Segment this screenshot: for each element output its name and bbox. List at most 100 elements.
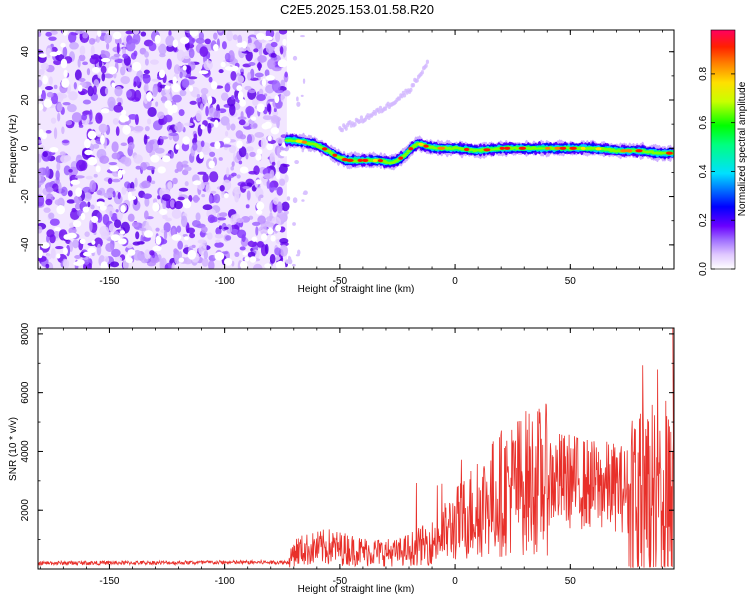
- noise-speckle: [223, 226, 229, 230]
- noise-speckle: [100, 50, 111, 59]
- noise-speckle: [89, 109, 93, 122]
- noise-gap: [200, 124, 206, 130]
- noise-gap: [184, 236, 189, 241]
- noise-gap: [267, 135, 272, 142]
- noise-gap: [75, 187, 83, 197]
- noise-speckle: [147, 106, 157, 117]
- noise-speckle: [215, 239, 221, 243]
- noise-gap: [70, 179, 81, 185]
- noise-speckle: [89, 180, 97, 193]
- noise-gap: [100, 135, 105, 145]
- noise-speckle: [279, 178, 286, 186]
- ridge-hotspot: [301, 140, 308, 144]
- noise-speckle: [122, 53, 129, 59]
- noise-speckle: [189, 232, 196, 239]
- arc-speckle: [420, 70, 424, 75]
- noise-speckle: [71, 207, 77, 213]
- noise-speckle: [68, 31, 77, 44]
- arc-speckle: [377, 109, 381, 114]
- ridge-hotspot: [377, 159, 384, 163]
- noise-speckle-sparse: [291, 263, 296, 267]
- noise-speckle: [269, 187, 279, 191]
- noise-speckle: [201, 226, 208, 233]
- noise-speckle: [207, 232, 213, 240]
- ridge-hotspot: [346, 158, 354, 162]
- noise-gap: [84, 149, 93, 156]
- noise-gap: [154, 34, 161, 44]
- noise-speckle: [74, 69, 82, 81]
- noise-speckle: [252, 123, 258, 129]
- noise-speckle: [125, 40, 136, 52]
- noise-gap: [213, 119, 219, 128]
- noise-speckle: [251, 221, 261, 226]
- noise-speckle: [169, 199, 175, 208]
- faint-arc: [338, 59, 430, 133]
- noise-speckle: [269, 253, 276, 264]
- noise-speckle: [228, 145, 237, 154]
- bottom-ytick-label: 2000: [20, 499, 31, 522]
- noise-speckle: [133, 30, 140, 35]
- noise-speckle: [111, 152, 120, 160]
- noise-speckle: [74, 203, 81, 210]
- arc-speckle: [358, 118, 362, 124]
- noise-gap: [152, 202, 160, 212]
- noise-gap: [96, 201, 105, 207]
- noise-speckle: [269, 152, 276, 164]
- noise-speckle: [55, 53, 65, 61]
- noise-gap: [263, 35, 273, 41]
- noise-gap: [87, 156, 98, 166]
- noise-speckle: [271, 80, 281, 92]
- bottom-ytick-label: 8000: [20, 322, 31, 345]
- noise-gap: [270, 127, 280, 135]
- noise-gap: [251, 236, 258, 242]
- noise-speckle: [209, 171, 219, 183]
- noise-speckle: [278, 30, 288, 35]
- noise-speckle: [255, 226, 259, 236]
- top-ytick-label: 40: [20, 46, 31, 58]
- noise-speckle: [239, 134, 247, 140]
- noise-speckle: [45, 129, 52, 134]
- noise-gap: [118, 238, 127, 245]
- noise-speckle: [191, 219, 201, 228]
- noise-speckle: [201, 93, 206, 99]
- noise-gap: [214, 141, 221, 150]
- noise-speckle: [142, 193, 152, 200]
- ridge-hotspot: [559, 146, 567, 150]
- noise-speckle: [276, 160, 281, 168]
- noise-speckle-sparse: [292, 197, 298, 204]
- noise-speckle: [73, 195, 82, 204]
- noise-speckle: [144, 249, 151, 260]
- noise-speckle: [73, 82, 77, 90]
- noise-gap: [249, 256, 257, 263]
- noise-speckle: [257, 196, 261, 201]
- noise-speckle: [200, 140, 205, 148]
- noise-speckle: [151, 78, 160, 82]
- noise-region: [38, 30, 308, 269]
- noise-speckle: [56, 162, 61, 171]
- noise-speckle-sparse: [297, 249, 301, 256]
- noise-gap: [119, 230, 126, 235]
- noise-speckle: [38, 167, 44, 177]
- noise-speckle: [185, 65, 192, 75]
- top-ytick-label: -40: [20, 237, 31, 252]
- noise-speckle: [45, 263, 50, 269]
- noise-gap: [56, 253, 61, 259]
- noise-speckle: [148, 139, 155, 145]
- noise-speckle: [108, 161, 118, 166]
- ridge-hotspot: [295, 139, 304, 143]
- noise-speckle: [226, 30, 233, 42]
- noise-gap: [111, 82, 116, 88]
- ridge-hotspot: [423, 144, 429, 148]
- ridge-hotspot: [625, 149, 633, 153]
- top-y-axis: -40 -20 0 20 40: [20, 46, 674, 270]
- noise-speckle: [238, 119, 246, 126]
- noise-speckle: [43, 207, 51, 213]
- top-xtick-label: 50: [565, 276, 577, 287]
- noise-speckle: [63, 155, 72, 162]
- noise-speckle: [242, 185, 251, 190]
- noise-speckle-sparse: [286, 196, 291, 201]
- noise-speckle: [254, 132, 265, 138]
- arc-speckle: [425, 59, 430, 65]
- noise-gap: [256, 148, 263, 155]
- noise-gap: [125, 253, 130, 263]
